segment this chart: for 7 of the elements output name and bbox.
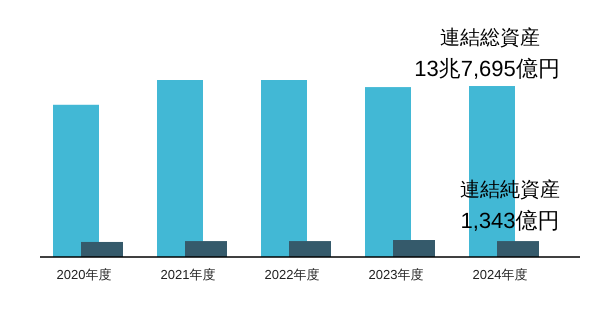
- x-tick-label: 2021年度: [160, 267, 216, 282]
- x-tick-label: 2023年度: [368, 267, 424, 282]
- annotation: 13兆7,695億円: [414, 56, 560, 81]
- x-tick-label: 2024年度: [472, 267, 528, 282]
- text: 連結総資産: [440, 27, 540, 49]
- x-tick-label: 2020年度: [56, 267, 112, 282]
- x-tick-label: 2022年度: [264, 267, 320, 282]
